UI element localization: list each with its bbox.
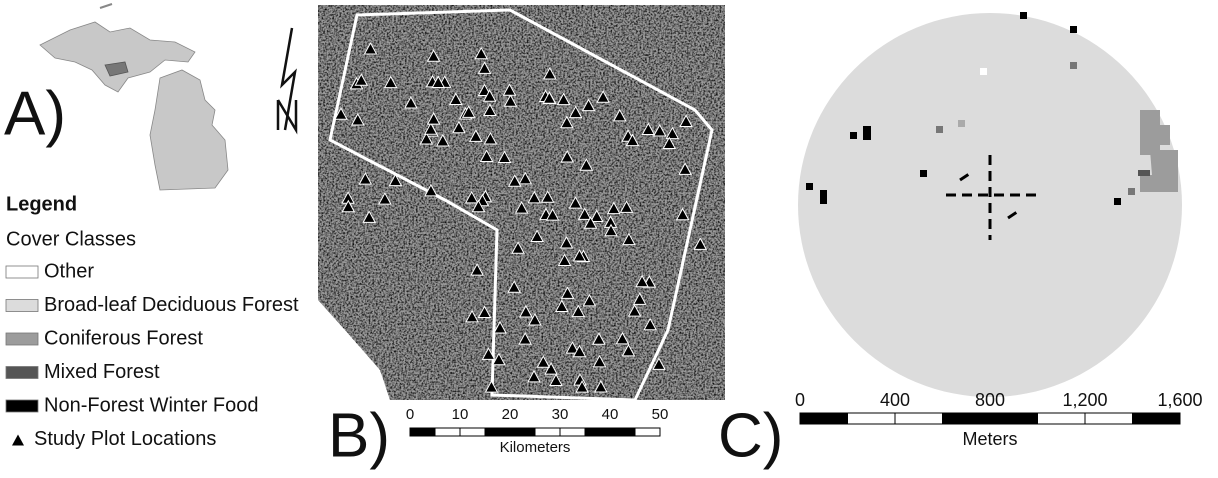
legend-swatch — [6, 300, 38, 312]
legend-subtitle: Cover Classes — [6, 228, 136, 250]
scale-segment — [585, 428, 610, 436]
scale-label: 50 — [652, 406, 669, 423]
scale-segment — [1085, 413, 1133, 424]
scale-segment — [510, 428, 535, 436]
scale-segment — [610, 428, 635, 436]
scale-label: 400 — [880, 390, 910, 410]
scale-label: 800 — [975, 390, 1005, 410]
scale-unit: Kilometers — [500, 439, 571, 456]
scale-segment — [435, 428, 460, 436]
legend-swatch — [6, 400, 38, 412]
scale-segment — [1133, 413, 1181, 424]
scale-bar: 0 10 20 30 40 50 Kilometers — [406, 406, 669, 456]
michigan-map — [40, 4, 228, 190]
scale-segment — [800, 413, 848, 424]
figure: A) Legend Cover Classes Other Broad-leaf … — [0, 0, 1218, 473]
scale-label: 30 — [552, 406, 569, 423]
legend-label: Coniferous Forest — [44, 327, 203, 349]
scale-segment — [635, 428, 660, 436]
legend-label: Mixed Forest — [44, 361, 160, 383]
legend-label: Other — [44, 260, 94, 282]
legend-label: Broad-leaf Deciduous Forest — [44, 294, 299, 316]
scale-label: 40 — [602, 406, 619, 423]
legend-symbol — [12, 435, 24, 446]
north-arrow — [278, 28, 296, 130]
scale-label: 20 — [502, 406, 519, 423]
scale-label: 0 — [795, 390, 805, 410]
scale-unit: Meters — [962, 429, 1017, 449]
panel-label: A) — [4, 79, 66, 148]
scale-segment — [1038, 413, 1086, 424]
legend-label: Non-Forest Winter Food — [44, 394, 259, 416]
legend-swatch — [6, 333, 38, 345]
scale-label: 1,600 — [1157, 390, 1202, 410]
scale-bar: 0 400 800 1,200 1,600 Meters — [795, 390, 1203, 449]
panel-label: B) — [328, 401, 390, 470]
scale-segment — [943, 413, 991, 424]
scale-label: 10 — [452, 406, 469, 423]
legend-swatch — [6, 266, 38, 278]
scale-segment — [485, 428, 510, 436]
panel-label: C) — [718, 401, 783, 470]
legend-title: Legend — [6, 193, 77, 215]
scale-label: 1,200 — [1062, 390, 1107, 410]
scale-segment — [990, 413, 1038, 424]
legend-label: Study Plot Locations — [34, 428, 216, 450]
scale-segment — [895, 413, 943, 424]
legend-swatch — [6, 367, 38, 379]
scale-segment — [848, 413, 896, 424]
scale-segment — [460, 428, 485, 436]
scale-segment — [535, 428, 560, 436]
scale-segment — [410, 428, 435, 436]
scale-label: 0 — [406, 406, 414, 423]
legend: Other Broad-leaf Deciduous Forest Conifero… — [6, 260, 299, 450]
scale-segment — [560, 428, 585, 436]
